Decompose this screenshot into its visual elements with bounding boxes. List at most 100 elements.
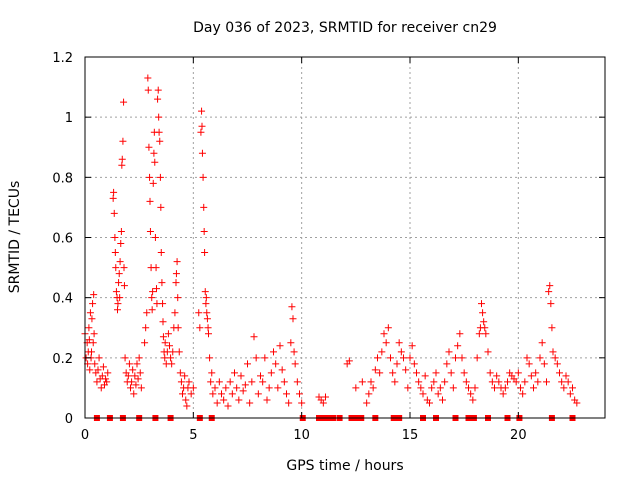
data-point (222, 384, 230, 392)
data-point (115, 279, 123, 287)
data-point (283, 390, 290, 398)
data-point (152, 264, 160, 272)
data-point (196, 324, 204, 332)
data-point (199, 173, 207, 181)
data-point (261, 354, 269, 362)
data-point (89, 300, 97, 308)
data-point (449, 384, 457, 392)
data-point (146, 227, 154, 235)
data-point (430, 378, 438, 386)
data-point (168, 360, 176, 368)
data-point (519, 390, 527, 398)
data-point (259, 378, 267, 386)
data-point (547, 300, 555, 308)
data-point (369, 384, 377, 392)
data-point (204, 324, 212, 332)
data-point (560, 384, 568, 392)
data-layer (81, 74, 581, 421)
data-point (270, 348, 277, 356)
data-point (290, 348, 298, 356)
data-point (454, 342, 462, 350)
data-point (90, 291, 98, 299)
data-point (90, 330, 98, 338)
data-point (211, 384, 219, 392)
data-point (226, 378, 234, 386)
data-point (182, 396, 190, 404)
data-point (367, 378, 375, 386)
data-point (151, 234, 159, 241)
data-point (155, 128, 163, 136)
data-point (228, 390, 236, 398)
data-point (319, 399, 327, 407)
data-point (538, 339, 546, 347)
data-point (432, 369, 440, 377)
data-point (131, 372, 139, 380)
data-point (241, 381, 249, 389)
x-tick-label: 0 (81, 428, 89, 443)
y-tick-label: 1 (65, 111, 73, 126)
data-point (237, 372, 245, 380)
data-point (88, 315, 96, 323)
data-point (536, 354, 544, 362)
data-point (475, 330, 483, 338)
data-point (298, 399, 306, 407)
data-point (434, 390, 442, 398)
data-point (239, 387, 247, 395)
data-point (181, 372, 189, 380)
data-point (159, 318, 167, 326)
data-point (224, 402, 232, 410)
data-point (267, 369, 275, 377)
data-point (213, 399, 221, 407)
data-point (532, 369, 540, 377)
data-point (136, 369, 144, 377)
data-point (473, 354, 481, 362)
data-point (415, 378, 423, 386)
data-point (220, 396, 228, 404)
data-point (172, 270, 180, 278)
data-point (322, 393, 329, 401)
data-point (445, 348, 453, 356)
data-point (378, 348, 386, 356)
data-point (148, 306, 156, 314)
data-point (85, 324, 93, 332)
data-point (200, 203, 208, 211)
data-point (124, 372, 132, 380)
data-point (387, 354, 394, 362)
data-point (120, 264, 128, 272)
data-point (200, 227, 208, 235)
data-point (127, 384, 134, 392)
data-point (287, 339, 295, 347)
data-point (525, 360, 533, 368)
data-point (280, 378, 288, 386)
data-point (120, 282, 128, 290)
data-point (128, 378, 136, 386)
data-point (250, 333, 258, 341)
data-point (98, 372, 106, 380)
data-point (209, 390, 217, 398)
data-point (410, 360, 418, 368)
data-point (110, 209, 118, 217)
data-point (553, 360, 561, 368)
data-point (151, 158, 159, 166)
data-point (206, 354, 214, 362)
x-tick-label: 20 (510, 428, 527, 443)
data-point (479, 309, 487, 317)
data-point (89, 339, 97, 347)
data-point (382, 339, 390, 347)
data-point (95, 354, 103, 362)
data-point (501, 384, 509, 392)
data-point (248, 378, 256, 386)
data-point (374, 354, 381, 362)
data-point (202, 300, 210, 308)
data-point (203, 315, 211, 323)
data-point (198, 122, 206, 130)
data-point (203, 309, 211, 317)
data-point (159, 300, 167, 308)
data-point (137, 384, 145, 392)
data-point (363, 399, 371, 407)
x-tick-label: 5 (189, 428, 197, 443)
data-point (134, 375, 142, 383)
data-point (551, 354, 559, 362)
